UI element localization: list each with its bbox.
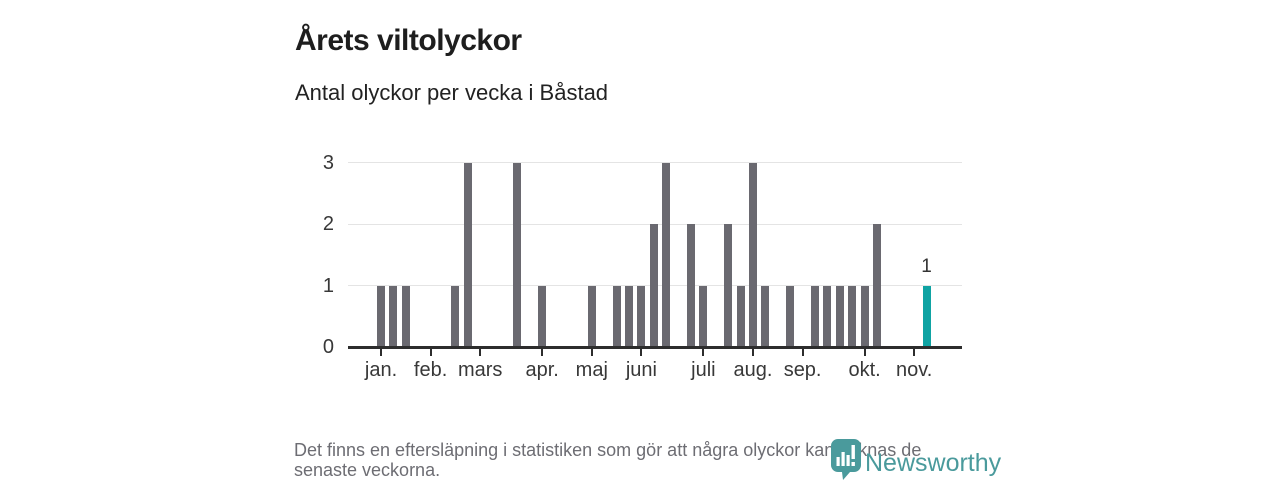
- x-tick-label-feb: feb.: [413, 359, 448, 381]
- x-axis-tick-maj: [590, 349, 593, 356]
- x-axis-tick-sep: [801, 349, 804, 356]
- x-axis-tick-mars: [479, 349, 482, 356]
- bar-week-1: [377, 285, 385, 347]
- x-axis-tick-aug: [752, 349, 754, 356]
- bar-week-31: [749, 162, 757, 347]
- bar-week-40: [860, 285, 869, 347]
- x-axis-tick-feb: [429, 349, 432, 356]
- x-tick-label-maj: maj: [575, 359, 608, 381]
- bar-week-41: [873, 224, 881, 347]
- bar-week-29: [724, 224, 733, 347]
- page-title: Årets viltolyckor: [295, 24, 522, 58]
- footer-note: Det finns en eftersläpning i statistiken…: [294, 440, 994, 480]
- bar-week-23: [649, 224, 658, 347]
- x-tick-label-nov: nov.: [896, 359, 933, 381]
- y-tick-label: 3: [322, 151, 334, 174]
- chart-subtitle: Antal olyckor per vecka i Båstad: [295, 80, 609, 105]
- bar-week-22: [637, 285, 646, 347]
- y-tick-label: 2: [322, 213, 334, 235]
- bar-week-26: [687, 224, 695, 347]
- x-axis-tick-nov: [913, 349, 916, 356]
- bar-week-3: [401, 285, 410, 347]
- bar-week-24: [662, 162, 671, 347]
- last-bar-value-label: 1: [921, 256, 932, 277]
- newsworthy-logo-icon: [831, 439, 861, 480]
- x-axis-line: [348, 346, 962, 349]
- x-tick-label-okt: okt.: [848, 359, 881, 381]
- bar-week-34: [786, 285, 795, 347]
- chart: 0 1 2 3 jan. feb. mars apr. maj juni juli aug. sep. o…: [322, 151, 962, 381]
- x-axis-tick-okt: [863, 349, 866, 356]
- bar-week-12: [513, 162, 522, 347]
- bar-week-8: [463, 162, 472, 347]
- x-tick-label-jan: jan.: [364, 359, 398, 381]
- bar-week-18: [587, 285, 596, 347]
- bar-week-38: [835, 285, 844, 347]
- bar-week-7: [451, 285, 460, 347]
- x-tick-label-juni: juni: [625, 359, 657, 381]
- y-tick-label: 0: [322, 336, 334, 358]
- x-tick-label-juli: juli: [691, 359, 716, 381]
- y-tick-label: 1: [322, 274, 334, 297]
- bar-week-2: [389, 285, 398, 347]
- x-axis-tick-juli: [702, 349, 705, 356]
- bar-week-20: [612, 285, 621, 347]
- footer-note-line1: Det finns en eftersläpning i statistiken…: [294, 440, 922, 460]
- bar-week-21: [625, 285, 633, 347]
- x-tick-label-aug: aug.: [733, 359, 773, 381]
- x-axis-tick-juni: [640, 349, 643, 356]
- bar-week-27: [699, 285, 708, 347]
- newsworthy-logo: Newsworthy: [831, 439, 1001, 480]
- newsworthy-logo-text: Newsworthy: [865, 449, 1002, 477]
- x-axis-tick-jan: [380, 349, 382, 356]
- footer-note-line2: senaste veckorna.: [294, 460, 441, 480]
- bar-week-45: [922, 285, 931, 347]
- x-tick-label-mars: mars: [457, 359, 503, 381]
- x-tick-label-apr: apr.: [525, 359, 559, 381]
- bar-week-30: [736, 285, 745, 347]
- bar-week-32: [761, 285, 770, 347]
- bar-week-39: [848, 285, 857, 347]
- gridline-y3: [348, 162, 962, 163]
- bar-week-14: [538, 285, 547, 347]
- bar-week-36: [811, 285, 819, 347]
- x-axis-tick-apr: [541, 349, 544, 356]
- bar-week-37: [823, 285, 832, 347]
- x-tick-label-sep: sep.: [783, 359, 822, 381]
